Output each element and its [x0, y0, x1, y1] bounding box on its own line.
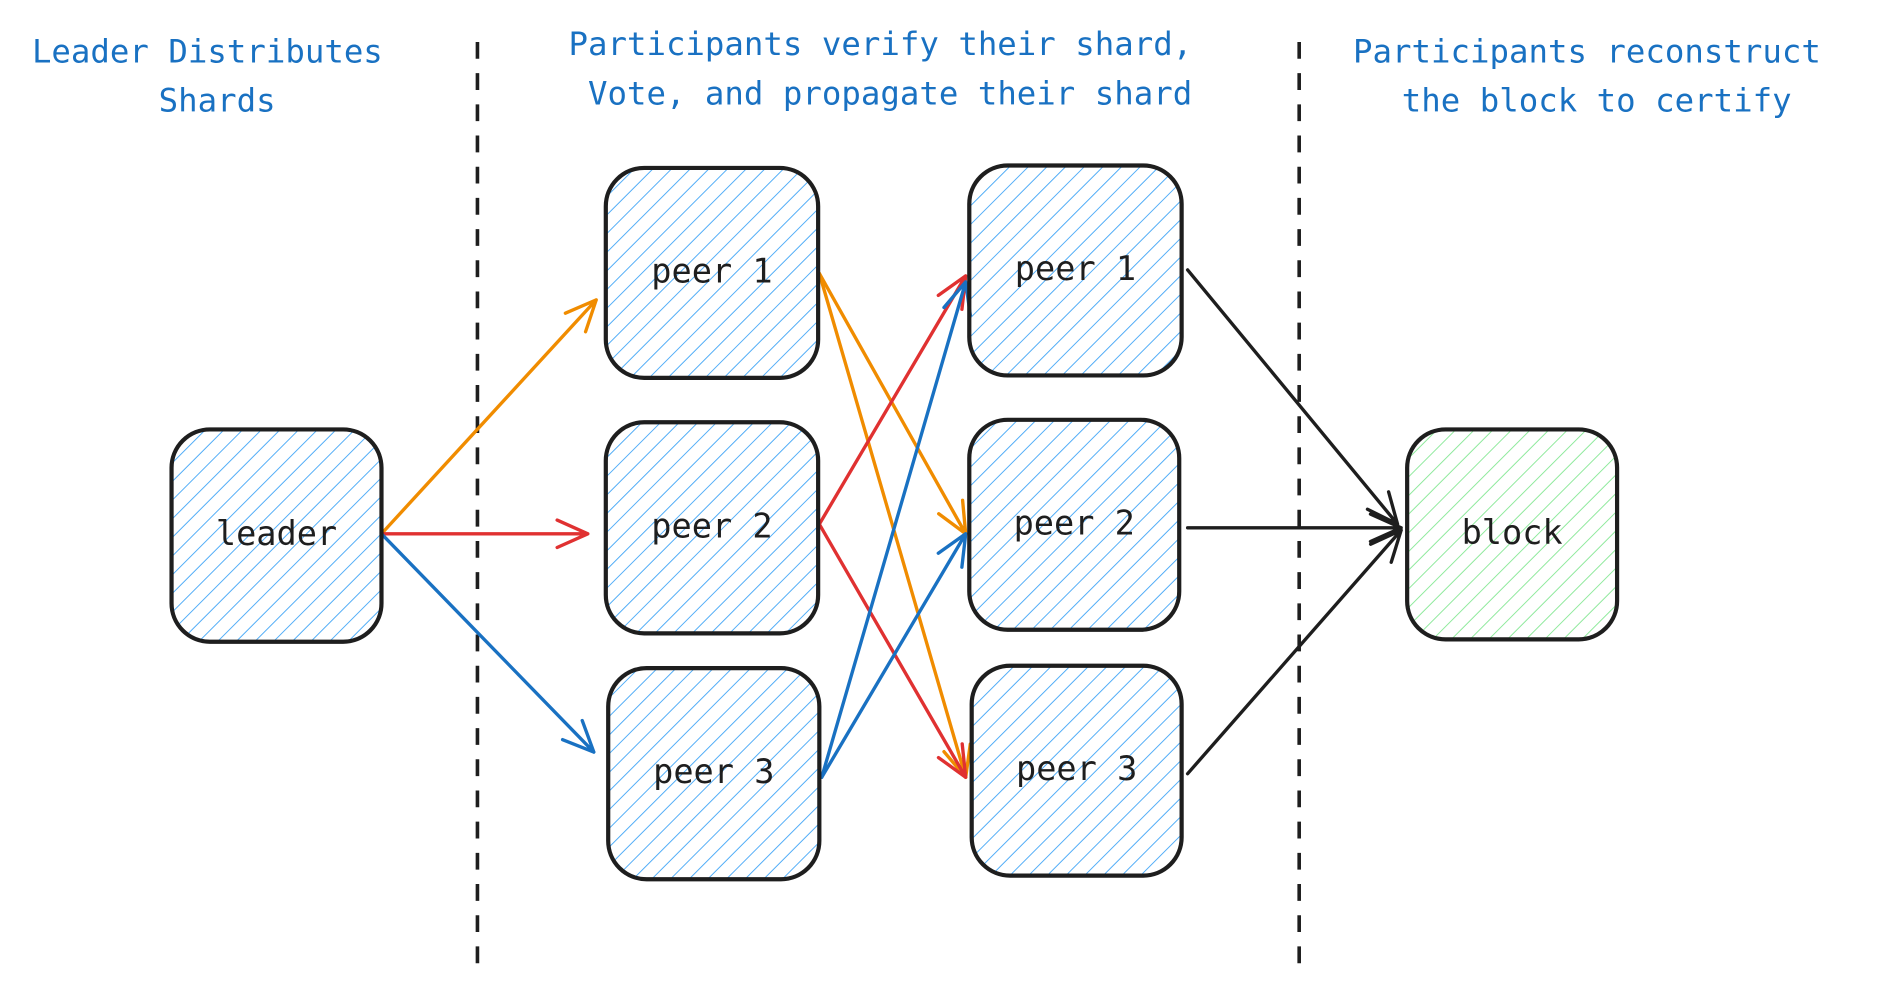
- section-title-verify: Participants verify their shard, Vote, a…: [568, 25, 1211, 112]
- arrow-peer2a-to-peer3b: [817, 522, 968, 779]
- node-box: [169, 427, 384, 644]
- arrow-peer3a-to-peer2b: [820, 532, 968, 779]
- node-label: peer 2: [1014, 503, 1135, 542]
- section-title-reconstruct: Participants reconstruct the block to ce…: [1353, 32, 1840, 119]
- node-peer2b: peer 2: [967, 417, 1182, 632]
- node-label: peer 1: [651, 251, 772, 290]
- node-peer2a: peer 2: [603, 420, 821, 636]
- node-label: leader: [216, 514, 337, 553]
- arrow-peer2a-to-peer1b: [817, 274, 968, 526]
- node-peer1b: peer 1: [967, 163, 1184, 378]
- nodes: leader peer 1 peer 2 peer 3 peer 1 peer 2 peer…: [169, 163, 1620, 882]
- arrow-peer1b-to-block: [1185, 268, 1400, 526]
- section-title-distribute: Leader Distributes Shards: [32, 32, 402, 119]
- arrow-peer3b-to-block: [1185, 528, 1403, 776]
- node-label: peer 3: [653, 752, 774, 791]
- node-peer3a: peer 3: [606, 666, 822, 882]
- node-label: peer 3: [1016, 749, 1137, 788]
- node-leader: leader: [169, 427, 384, 644]
- node-box: [603, 165, 821, 380]
- node-box: [967, 163, 1184, 378]
- node-peer1a: peer 1: [603, 165, 821, 380]
- node-box: [603, 420, 821, 636]
- arrow-peer2b-to-block: [1185, 512, 1403, 544]
- node-label: block: [1462, 513, 1563, 552]
- node-block: block: [1405, 427, 1620, 642]
- arrow-leader-to-peer2a: [379, 518, 590, 550]
- node-box: [1405, 427, 1620, 642]
- node-label: peer 1: [1015, 249, 1136, 288]
- node-box: [606, 666, 822, 882]
- node-label: peer 2: [651, 506, 772, 545]
- node-box: [969, 663, 1184, 878]
- arrow-leader-to-peer1a: [379, 298, 598, 536]
- arrow-leader-to-peer3a: [379, 532, 596, 754]
- node-peer3b: peer 3: [969, 663, 1184, 878]
- edges: [379, 268, 1403, 779]
- node-box: [967, 417, 1182, 632]
